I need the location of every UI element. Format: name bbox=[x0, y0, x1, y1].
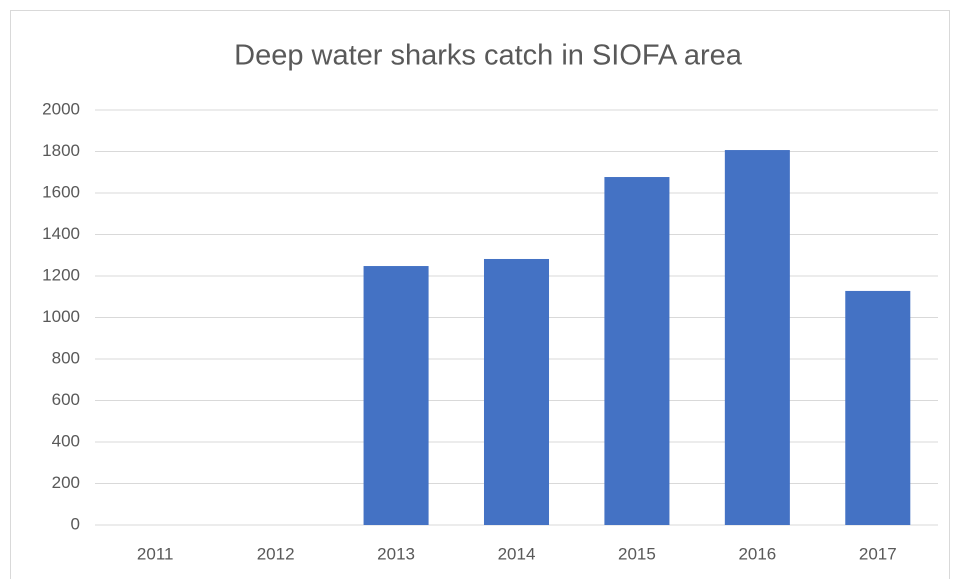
y-tick-label: 800 bbox=[52, 348, 80, 367]
y-tick-label: 1200 bbox=[42, 265, 80, 284]
bar bbox=[604, 177, 670, 525]
y-tick-label: 400 bbox=[52, 431, 80, 450]
chart-frame bbox=[10, 10, 950, 579]
x-tick-label: 2017 bbox=[859, 544, 897, 563]
y-tick-label: 2000 bbox=[42, 99, 80, 118]
x-tick-label: 2013 bbox=[377, 544, 415, 563]
y-tick-label: 600 bbox=[52, 390, 80, 409]
y-tick-label: 0 bbox=[71, 514, 80, 533]
bar bbox=[724, 150, 790, 526]
y-tick-label: 1600 bbox=[42, 182, 80, 201]
y-tick-label: 1000 bbox=[42, 307, 80, 326]
x-tick-label: 2014 bbox=[498, 544, 536, 563]
chart-title: Deep water sharks catch in SIOFA area bbox=[234, 40, 743, 72]
y-tick-label: 1800 bbox=[42, 141, 80, 160]
bar bbox=[483, 258, 550, 525]
y-tick-label: 1400 bbox=[42, 224, 80, 243]
x-tick-label: 2012 bbox=[257, 544, 295, 563]
x-tick-label: 2015 bbox=[618, 544, 656, 563]
bar bbox=[845, 290, 911, 525]
bar bbox=[363, 266, 429, 525]
y-tick-label: 200 bbox=[52, 473, 80, 492]
x-tick-label: 2011 bbox=[137, 544, 174, 563]
x-tick-label: 2016 bbox=[738, 544, 776, 563]
